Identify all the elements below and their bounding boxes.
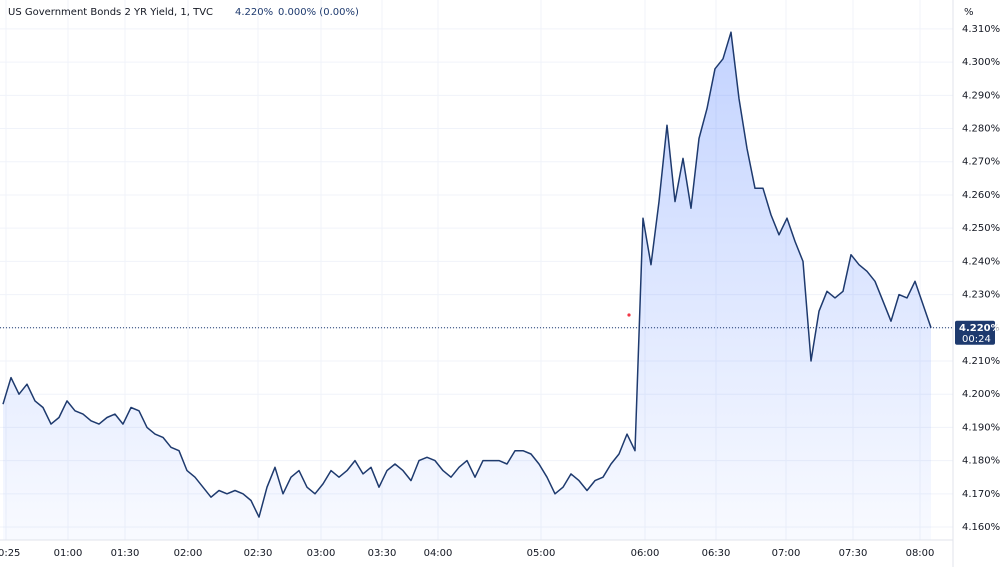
header-change: 0.000% (0.00%) [278,7,359,18]
x-tick-label: 01:00 [54,548,83,559]
plot-area [0,31,953,540]
y-tick-label: 4.280% [962,124,1000,135]
header-price: 4.220% [235,7,273,18]
x-tick-label: 02:00 [174,548,203,559]
x-tick-label: 03:00 [307,548,336,559]
y-tick-label: 4.170% [962,489,1000,500]
symbol-title: US Government Bonds 2 YR Yield, 1, TVC [8,7,213,18]
y-tick-label: 4.250% [962,223,1000,234]
x-tick-label: 01:30 [111,548,140,559]
x-tick-label: 06:00 [631,548,660,559]
y-tick-label: 4.240% [962,256,1000,267]
x-tick-label: 06:30 [702,548,731,559]
price-line [2,31,932,518]
x-tick-label: 04:00 [424,548,453,559]
y-tick-label: 4.300% [962,57,1000,68]
y-tick-label: 4.180% [962,456,1000,467]
x-tick-label: 05:00 [527,548,556,559]
y-tick-label: 4.230% [962,290,1000,301]
y-tick-label: 4.200% [962,389,1000,400]
y-tick-label: 4.210% [962,356,1000,367]
last-price-label: 4.220% [959,323,1000,334]
x-tick-label: 08:00 [906,548,935,559]
y-tick-label: 4.190% [962,422,1000,433]
y-tick-label: 4.290% [962,90,1000,101]
countdown-label: 00:24 [962,334,991,345]
x-tick-label: 00:25 [0,548,20,559]
y-tick-label: 4.260% [962,190,1000,201]
y-tick-label: 4.160% [962,522,1000,533]
axis-unit: % [964,7,974,18]
x-tick-label: 02:30 [244,548,273,559]
y-tick-label: 4.270% [962,157,1000,168]
axes: 4.160% 4.170% 4.180% 4.190% 4.200% 4.210% 4.22… [0,24,1000,559]
x-tick-label: 03:30 [368,548,397,559]
x-tick-label: 07:00 [772,548,801,559]
x-tick-label: 07:30 [839,548,868,559]
grid [0,0,953,540]
y-tick-label: 4.310% [962,24,1000,35]
marker-dot [627,313,631,317]
last-price-box [955,320,995,345]
area-fill [3,32,931,540]
